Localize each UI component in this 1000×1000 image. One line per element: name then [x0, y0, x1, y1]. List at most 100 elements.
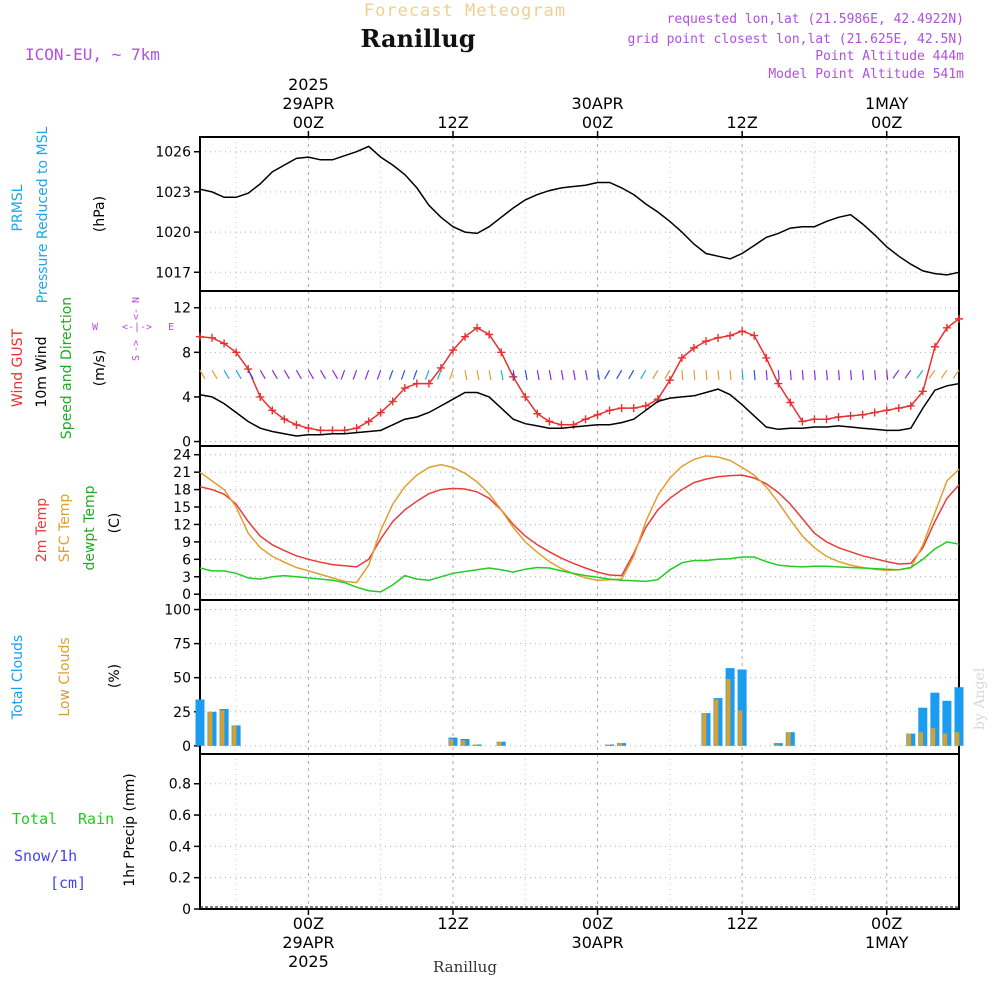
- wind-arrow: [488, 370, 492, 381]
- bottom-time-label: 30APR: [572, 933, 624, 952]
- wind-arrow: [247, 369, 254, 380]
- wind-arrow: [500, 370, 504, 381]
- y-tick-label: 100: [164, 603, 191, 619]
- wind-arrow: [512, 370, 516, 381]
- gust-marker: [232, 348, 241, 357]
- wind-arrow: [652, 369, 659, 380]
- wind-arrow: [616, 369, 623, 380]
- temp-line: [199, 474, 960, 577]
- chart-layer: 1017102010231026048120369121518212402550…: [155, 75, 964, 971]
- gust-marker: [858, 410, 867, 419]
- gust-marker: [485, 330, 494, 339]
- y-tick-label: 4: [182, 390, 191, 406]
- gust-marker: [774, 379, 783, 388]
- wind-arrow: [789, 370, 792, 381]
- wind-arrow: [332, 369, 339, 380]
- y-tick-label: 8: [182, 345, 191, 361]
- wind-arrow: [705, 370, 708, 381]
- wind-arrow: [681, 370, 684, 381]
- pressure-units: (hPa): [92, 196, 108, 232]
- y-tick-label: 1017: [155, 265, 191, 281]
- low_clouds-bar: [738, 710, 743, 746]
- low_clouds-bar: [906, 733, 912, 746]
- low_clouds-bar: [220, 710, 225, 746]
- point-altitude: Point Altitude 444m: [815, 49, 964, 64]
- wind-arrow: [777, 370, 780, 381]
- wind-arrow: [813, 370, 816, 381]
- low_clouds-bar: [617, 743, 622, 746]
- gust-marker: [822, 415, 831, 424]
- y-tick-label: 25: [173, 705, 191, 721]
- wind-arrow: [849, 370, 853, 381]
- chart-title: Forecast Meteogram: [364, 1, 566, 21]
- bottom-time-label: 12Z: [437, 914, 468, 933]
- low_clouds-bar: [702, 713, 707, 746]
- gust-marker: [798, 417, 807, 426]
- gridpoint-coords: grid point closest lon,lat (21.625E, 42.…: [627, 32, 964, 47]
- wind-arrow: [400, 369, 406, 380]
- total_clouds-bar: [773, 743, 783, 746]
- total_clouds-bar: [930, 692, 940, 746]
- low_clouds-bar: [714, 699, 719, 746]
- gust-marker: [834, 413, 843, 422]
- y-tick-label: 12: [173, 301, 191, 317]
- wind-arrow: [548, 370, 552, 381]
- total_clouds-bar: [942, 700, 952, 746]
- wind-arrow: [741, 370, 744, 381]
- gust-marker: [509, 372, 518, 381]
- wind-arrow: [628, 369, 635, 380]
- gust-marker: [726, 331, 735, 340]
- gust-marker: [268, 406, 277, 415]
- gust-marker: [762, 353, 771, 362]
- wind-arrow: [886, 370, 889, 381]
- wind-arrow: [904, 369, 912, 379]
- y-tick-label: 0.4: [169, 839, 191, 855]
- wind-arrow: [892, 369, 900, 379]
- y-tick-label: 0.6: [169, 808, 191, 824]
- low_clouds-bar: [461, 740, 466, 746]
- wind-arrow: [223, 369, 230, 380]
- wind-label: 10m Wind: [34, 336, 50, 407]
- wind-direction-label: Speed and Direction: [59, 297, 75, 439]
- wind-units: (m/s): [92, 350, 108, 387]
- y-tick-label: 6: [182, 552, 191, 568]
- model-label: ICON-EU, ~ 7km: [25, 45, 160, 64]
- gust-label: Wind GUST: [10, 328, 26, 407]
- gust-marker: [906, 401, 915, 410]
- wind-arrow: [717, 370, 720, 381]
- wind-arrow: [664, 369, 671, 380]
- low_clouds-bar: [918, 732, 924, 746]
- gust-marker: [521, 392, 530, 401]
- compass-e: E: [168, 322, 174, 333]
- low_clouds-bar: [449, 739, 454, 746]
- gust-marker: [702, 337, 710, 346]
- pressure-label-2: Pressure Reduced to MSL: [35, 126, 51, 303]
- gust-marker: [930, 342, 939, 351]
- y-tick-label: 50: [173, 671, 191, 687]
- wind-arrow: [604, 369, 611, 380]
- wind-arrow: [765, 370, 768, 381]
- top-time-label: 1MAY: [865, 94, 909, 113]
- compass-arrow-up: <-: [131, 308, 142, 320]
- gust-marker: [449, 346, 457, 355]
- compass-s: S: [131, 355, 142, 361]
- gust-marker: [846, 411, 855, 420]
- wind-arrow: [874, 370, 877, 381]
- wind-arrow: [753, 370, 756, 381]
- total_clouds-bar: [195, 699, 205, 746]
- wind-arrow: [211, 369, 218, 380]
- gust-marker: [400, 384, 409, 393]
- y-tick-label: 1020: [155, 225, 191, 241]
- y-tick-label: 15: [173, 500, 191, 516]
- y-tick-label: 75: [173, 637, 191, 653]
- pressure-frame: [199, 136, 960, 292]
- wind-arrow: [801, 370, 804, 381]
- gust-marker: [581, 415, 590, 424]
- gust-marker: [461, 332, 470, 341]
- gust-marker: [352, 424, 361, 433]
- wind-arrow: [693, 370, 696, 381]
- gust-marker: [364, 417, 373, 426]
- compass-arrow-down: ->: [131, 340, 142, 352]
- bottom-time-label: 1MAY: [865, 933, 909, 952]
